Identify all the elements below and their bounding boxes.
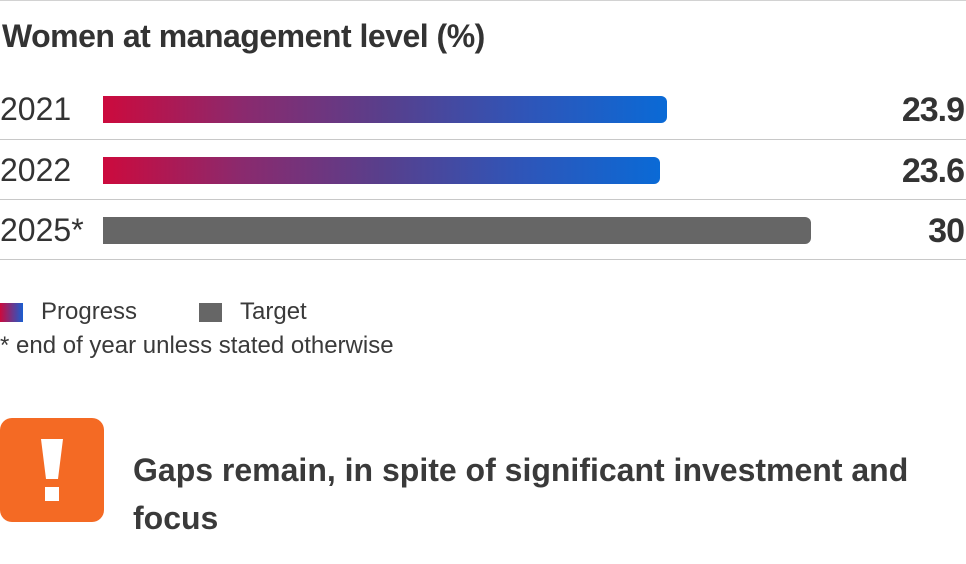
value-label: 23.9 <box>901 91 965 129</box>
footnote: * end of year unless stated otherwise <box>0 332 394 359</box>
category-label: 2021 <box>0 91 72 127</box>
progress-bar <box>103 156 660 184</box>
target-bar <box>103 217 811 244</box>
callout-text: Gaps remain, in spite of significant inv… <box>133 452 909 536</box>
value-label: 30 <box>928 212 965 250</box>
legend-swatch-progress <box>0 303 23 322</box>
row-divider <box>0 199 966 200</box>
top-divider <box>0 0 966 1</box>
chart-title: Women at management level (%) <box>2 18 485 54</box>
legend-label-target: Target <box>240 298 307 325</box>
legend-swatch-target <box>199 303 222 322</box>
progress-bar <box>103 96 668 123</box>
category-label: 2022 <box>0 151 72 188</box>
row-divider <box>0 259 966 260</box>
row-divider <box>0 139 966 140</box>
value-label: 23.6 <box>901 151 965 190</box>
exclamation-icon <box>41 439 63 501</box>
category-label: 2025* <box>0 212 84 248</box>
alert-callout-icon <box>0 418 104 522</box>
legend-label-progress: Progress <box>41 298 138 325</box>
